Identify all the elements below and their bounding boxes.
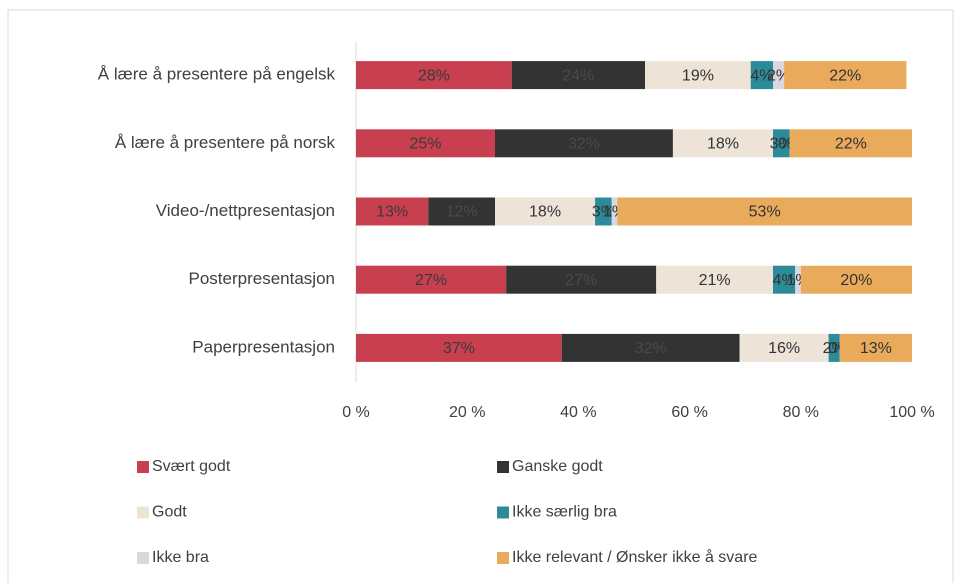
data-label: 27%: [565, 272, 597, 289]
data-label: 20%: [840, 272, 872, 289]
bar-segment: [561, 333, 740, 362]
legend-label: Svært godt: [152, 458, 231, 475]
y-tick-label: Posterpresentasjon: [189, 269, 335, 288]
data-label: 3%: [592, 204, 615, 221]
legend-swatch: [137, 552, 149, 564]
bar-segment: [773, 61, 785, 90]
data-label: 12%: [446, 204, 478, 221]
data-label: 4%: [773, 272, 796, 289]
x-tick-label: 0 %: [342, 404, 370, 421]
legend-label: Ikke bra: [152, 549, 209, 566]
bar-segment: [784, 61, 907, 90]
bar-segment: [495, 129, 673, 158]
legend-swatch: [137, 506, 149, 519]
bar-segment: [795, 265, 801, 294]
data-label: 19%: [682, 67, 714, 84]
y-tick-label: Å lære å presentere på norsk: [115, 133, 336, 152]
data-label: 18%: [707, 136, 739, 153]
bar-segment: [356, 333, 562, 362]
legend-swatch: [137, 461, 149, 473]
data-label: 28%: [418, 67, 450, 84]
bar-segment: [773, 129, 790, 158]
x-tick-label: 20 %: [449, 404, 485, 421]
data-label: 37%: [443, 340, 475, 357]
data-label: 53%: [749, 204, 781, 221]
bar-segment: [506, 265, 657, 294]
bar-segment: [645, 61, 751, 90]
data-label: 32%: [568, 136, 600, 153]
x-tick-label: 80 %: [783, 404, 819, 421]
data-label: 13%: [860, 340, 892, 357]
legend-label: Godt: [152, 504, 187, 521]
bar-segment: [595, 197, 612, 226]
legend-swatch: [497, 552, 509, 564]
data-label: 27%: [415, 272, 447, 289]
chart-border: [7, 9, 954, 583]
x-tick-label: 60 %: [671, 404, 707, 421]
bar-segment: [356, 129, 495, 158]
x-tick-label: 40 %: [560, 404, 596, 421]
bar-segment: [656, 265, 773, 294]
data-label: 32%: [635, 340, 667, 357]
bar-segment: [617, 197, 912, 226]
bar-segment: [495, 197, 596, 226]
bar-segment: [611, 197, 618, 226]
bar-segment: [356, 61, 512, 90]
y-tick-label: Paperpresentasjon: [192, 337, 335, 356]
bar-segment: [356, 197, 429, 226]
data-label: 13%: [376, 204, 408, 221]
data-label: 4%: [750, 67, 773, 84]
bar-segment: [511, 61, 646, 90]
legend-swatch: [497, 461, 509, 473]
legend-label: Ikke relevant / Ønsker ikke å svare: [512, 548, 758, 566]
legend-swatch: [497, 506, 509, 519]
bar-segment: [750, 61, 773, 90]
data-label: 21%: [699, 272, 731, 289]
legend-label: Ganske godt: [512, 458, 603, 475]
y-tick-label: Å lære å presentere på engelsk: [98, 65, 336, 84]
data-label: 24%: [562, 67, 594, 84]
data-label: 22%: [835, 136, 867, 153]
bar-segment: [356, 265, 507, 294]
bar-segment: [739, 333, 829, 362]
bar-segment: [789, 129, 912, 158]
y-tick-label: Video-/nettpresentasjon: [156, 201, 335, 220]
bar-segment: [428, 197, 495, 226]
data-label: 16%: [768, 340, 800, 357]
data-label: 18%: [529, 204, 561, 221]
data-label: 22%: [829, 67, 861, 84]
data-label: 25%: [409, 136, 441, 153]
bar-segment: [828, 333, 840, 362]
x-tick-label: 100 %: [889, 404, 934, 421]
data-label: 3%: [770, 136, 793, 153]
bar-segment: [800, 265, 912, 294]
bar-segment: [773, 265, 796, 294]
bar-segment: [672, 129, 773, 158]
legend-label: Ikke særlig bra: [512, 504, 617, 521]
bar-segment: [839, 333, 912, 362]
